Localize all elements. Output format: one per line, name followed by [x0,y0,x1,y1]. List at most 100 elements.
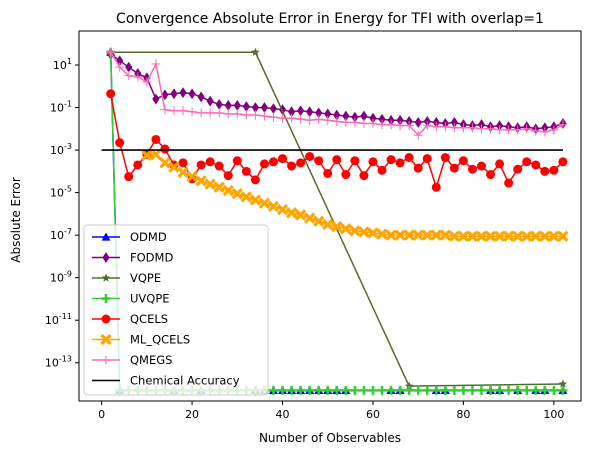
data-point [287,106,296,118]
data-point [458,385,468,395]
data-point [477,124,487,134]
y-tick-label: 101 [53,57,72,72]
data-point [322,218,334,231]
data-point [386,155,396,165]
data-point [296,385,306,395]
data-point [304,212,316,224]
data-point [341,117,351,127]
data-point [251,47,260,56]
data-point [521,230,533,242]
data-point [396,114,404,126]
data-point [549,385,559,395]
series-fodmd [107,48,567,135]
series-qcels [106,89,568,192]
data-point [404,385,414,395]
data-point [278,385,288,395]
data-point [350,117,360,127]
x-tick-label: 40 [276,408,290,421]
data-point [152,93,160,105]
data-point [215,98,223,110]
data-point [377,385,387,395]
data-point [531,160,541,170]
data-point [101,314,111,324]
data-point [296,158,306,168]
chart-title: Convergence Absolute Error in Energy for… [116,11,544,27]
data-point [403,229,415,241]
data-point [241,110,251,120]
data-point [141,149,153,162]
data-point [431,182,441,192]
data-point [413,385,423,395]
data-point [100,333,112,346]
data-point [467,123,477,133]
series-line [110,51,563,387]
x-axis-label: Number of Observables [259,431,401,445]
data-point [513,164,523,174]
data-point [314,114,324,124]
legend-entry: ML_QCELS [92,333,190,347]
data-point [296,114,306,124]
data-point [306,106,314,118]
data-point [101,273,111,282]
data-point [287,385,297,395]
data-point [314,156,324,166]
legend-box [83,224,269,396]
data-point [350,385,360,395]
data-point [513,125,523,135]
data-point [368,157,378,167]
data-point [450,117,458,128]
data-point [106,47,116,57]
data-point [368,119,378,128]
data-point [186,171,198,183]
data-point [258,197,271,209]
y-tick-label: 10-5 [50,185,72,200]
data-point [259,111,269,121]
data-point [323,385,333,395]
data-point [278,154,288,164]
data-point [558,157,568,167]
data-point [522,157,532,167]
data-point [188,88,196,100]
data-point [404,121,414,131]
data-point [170,88,178,100]
data-point [222,184,234,197]
data-point [232,156,242,166]
data-point [395,385,405,395]
data-point [333,109,341,121]
data-point [249,194,262,206]
data-point [369,112,377,124]
data-point [368,385,378,395]
data-point [115,138,125,148]
data-point [413,130,423,140]
data-point [422,121,432,131]
data-point [223,109,233,119]
data-point [101,232,111,241]
data-point [269,103,278,115]
legend: ODMD FODMD VQPE UVQPE QCELS ML_QCELS QMEGS Chem… [83,224,269,396]
data-point [540,127,550,137]
data-point [106,89,116,99]
data-point [267,200,280,213]
data-point [151,134,161,144]
data-point [440,153,450,163]
legend-entry: UVQPE [92,292,170,306]
data-point [169,106,179,116]
data-point [421,229,433,241]
data-point [305,115,315,125]
data-point [412,229,424,241]
data-point [206,95,214,107]
data-point [214,161,224,171]
data-point [160,144,170,154]
data-point [512,230,524,242]
legend-entry: Chemical Accuracy [92,374,240,388]
data-point [294,209,307,221]
data-point [495,125,505,135]
data-point [558,385,568,395]
data-point [457,230,470,242]
data-point [124,71,134,81]
data-point [557,230,569,242]
data-point [349,225,361,237]
data-point [240,191,252,203]
data-point [124,172,134,182]
data-point [342,110,350,122]
